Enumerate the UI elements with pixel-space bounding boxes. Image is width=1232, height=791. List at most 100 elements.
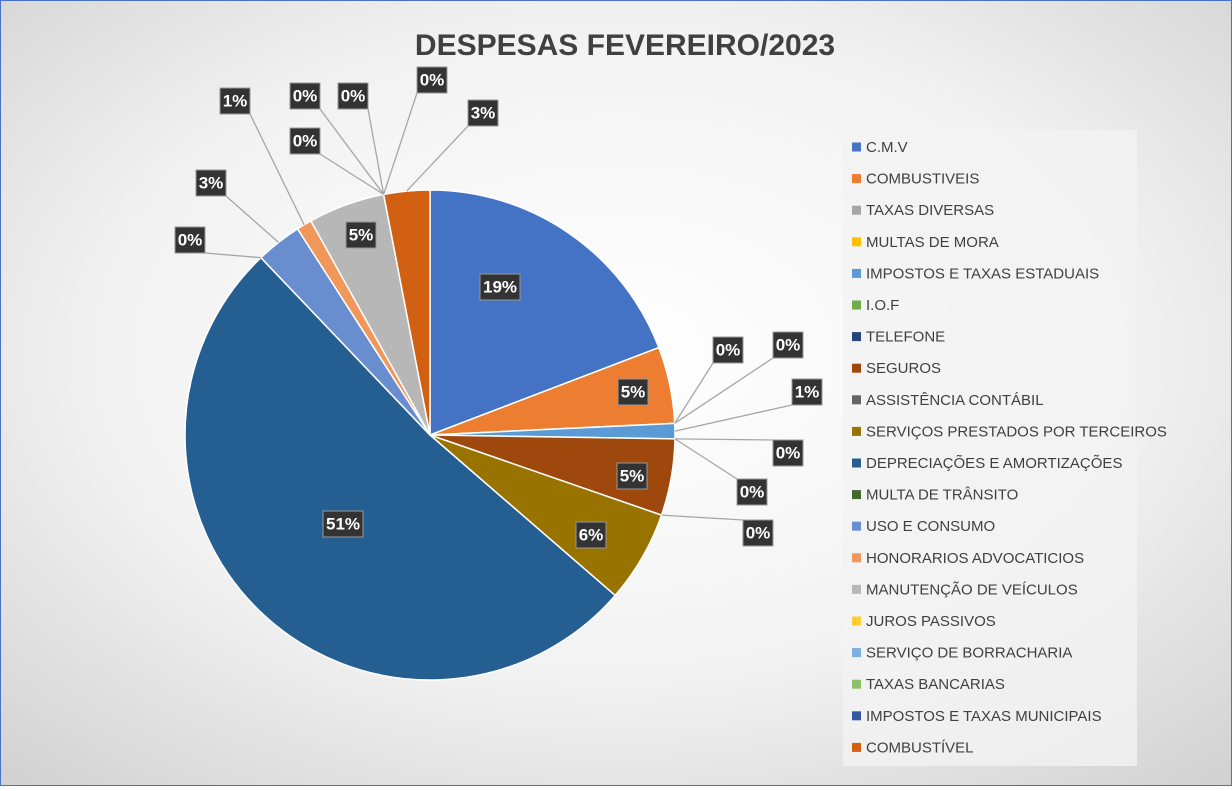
- legend-label: SEGUROS: [866, 360, 941, 377]
- data-label: 0%: [420, 70, 445, 89]
- data-label: 5%: [620, 466, 645, 485]
- leader-line: [674, 362, 714, 424]
- data-label-box: [575, 521, 607, 549]
- legend-label: MULTA DE TRÂNSITO: [866, 487, 1018, 504]
- data-label-box: [195, 169, 227, 197]
- legend-label: SERVIÇOS PRESTADOS POR TERCEIROS: [866, 423, 1167, 440]
- legend-label: I.O.F: [866, 297, 899, 314]
- legend-label: DEPRECIAÇÕES E AMORTIZAÇÕES: [866, 455, 1122, 472]
- data-label-box: [416, 66, 448, 94]
- legend-swatch: [852, 205, 861, 215]
- legend-swatch: [852, 237, 861, 247]
- legend-swatch: [852, 426, 861, 436]
- data-label-box: [289, 127, 321, 155]
- data-label: 0%: [776, 443, 801, 462]
- legend-label: SERVIÇO DE BORRACHARIA: [866, 645, 1072, 662]
- data-label-box: [617, 378, 649, 406]
- data-label-box: [337, 82, 369, 110]
- leader-line: [383, 92, 418, 195]
- data-label-box: [772, 331, 804, 359]
- data-label: 0%: [293, 131, 318, 150]
- data-label: 0%: [740, 482, 765, 501]
- legend-swatch: [852, 300, 861, 310]
- legend-label: JUROS PASSIVOS: [866, 613, 996, 630]
- data-label: 1%: [223, 91, 248, 110]
- data-label-box: [219, 87, 251, 115]
- data-label: 0%: [746, 523, 771, 542]
- data-label-box: [742, 519, 774, 547]
- legend-label: MULTAS DE MORA: [866, 234, 999, 251]
- leader-line: [661, 514, 744, 521]
- leader-line: [674, 404, 793, 432]
- data-label: 5%: [621, 382, 646, 401]
- data-label: 19%: [483, 277, 517, 296]
- legend-swatch: [852, 142, 861, 152]
- leader-line: [319, 153, 384, 195]
- data-label-box: [791, 378, 823, 406]
- leader-line: [674, 357, 774, 424]
- data-label-box: [467, 99, 499, 127]
- legend-label: COMBUSTÍVEL: [866, 739, 974, 756]
- chart-title: DESPESAS FEVEREIRO/2023: [415, 29, 835, 62]
- legend-swatch: [852, 584, 861, 594]
- legend-swatch: [852, 679, 861, 689]
- data-label: 0%: [341, 86, 366, 105]
- pie-slice: [184, 256, 617, 681]
- legend-label: ASSISTÊNCIA CONTÁBIL: [866, 392, 1044, 409]
- legend-label: COMBUSTIVEIS: [866, 171, 979, 188]
- legend-swatch: [852, 363, 861, 373]
- legend-label: IMPOSTOS E TAXAS ESTADUAIS: [866, 265, 1099, 282]
- leader-line: [249, 113, 305, 226]
- legend-label: TAXAS BANCARIAS: [866, 676, 1005, 693]
- leader-line: [367, 108, 385, 195]
- legend-swatch: [852, 490, 861, 500]
- data-label: 6%: [579, 525, 604, 544]
- legend-swatch: [852, 395, 861, 405]
- data-label-box: [174, 226, 206, 254]
- legend-label: TAXAS DIVERSAS: [866, 202, 994, 219]
- data-label-box: [616, 462, 648, 490]
- legend-swatch: [852, 268, 861, 278]
- leader-line: [406, 125, 469, 192]
- legend-swatch: [852, 742, 861, 752]
- data-label-box: [289, 82, 321, 110]
- legend-label: MANUTENÇÃO DE VEÍCULOS: [866, 581, 1078, 598]
- legend-swatch: [852, 553, 861, 563]
- data-label: 5%: [349, 225, 374, 244]
- data-label: 51%: [326, 514, 360, 533]
- data-label: 1%: [795, 382, 820, 401]
- legend-swatch: [852, 711, 861, 721]
- legend-label: HONORARIOS ADVOCATICIOS: [866, 550, 1084, 567]
- leader-line: [225, 195, 279, 243]
- data-label: 3%: [199, 173, 224, 192]
- legend-box: [843, 130, 1137, 766]
- data-label-box: [712, 336, 744, 364]
- legend-label: IMPOSTOS E TAXAS MUNICIPAIS: [866, 708, 1102, 725]
- legend-swatch: [852, 521, 861, 531]
- legend-swatch: [852, 332, 861, 342]
- data-label-box: [479, 273, 521, 301]
- legend-swatch: [852, 174, 861, 184]
- legend-swatch: [852, 616, 861, 626]
- pie-slice: [429, 189, 660, 437]
- data-label: 0%: [776, 335, 801, 354]
- data-label-box: [345, 221, 377, 249]
- legend-label: TELEFONE: [866, 329, 945, 346]
- leader-line: [674, 438, 774, 441]
- leader-line: [319, 108, 385, 195]
- data-label: 0%: [293, 86, 318, 105]
- leader-line: [674, 438, 738, 480]
- data-label: 0%: [716, 340, 741, 359]
- data-label: 0%: [178, 230, 203, 249]
- data-label: 3%: [471, 103, 496, 122]
- data-label-box: [772, 439, 804, 467]
- legend-swatch: [852, 648, 861, 658]
- legend-label: C.M.V: [866, 139, 908, 156]
- legend-swatch: [852, 458, 861, 468]
- data-label-box: [322, 510, 364, 538]
- leader-line: [204, 252, 261, 259]
- legend-label: USO E CONSUMO: [866, 518, 995, 535]
- data-label-box: [736, 478, 768, 506]
